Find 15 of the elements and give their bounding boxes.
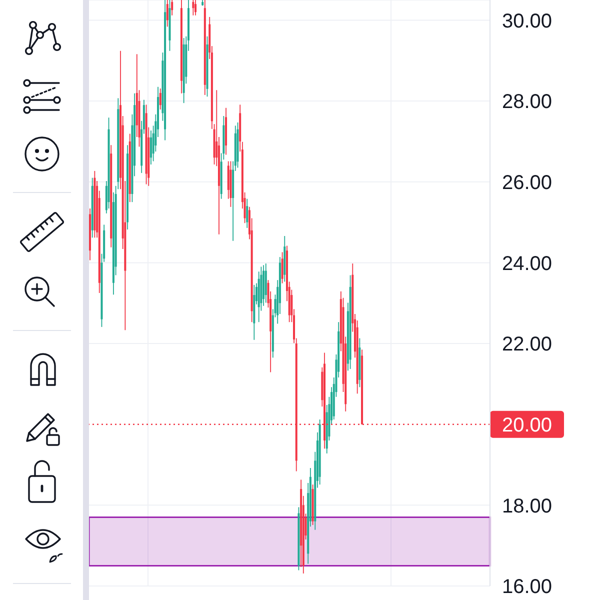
y-tick-label: 22.00 (502, 334, 552, 356)
y-tick-label: 26.00 (502, 172, 552, 194)
candlestick (246, 198, 248, 228)
candlestick (192, 0, 194, 16)
candlestick (159, 88, 162, 110)
candlestick (281, 252, 284, 284)
candlestick (194, 0, 197, 16)
y-tick-label: 18.00 (502, 495, 552, 518)
y-tick-label: 28.00 (502, 91, 552, 114)
candlestick (171, 0, 174, 16)
candlestick (166, 0, 168, 28)
y-tick-label: 30.00 (502, 10, 552, 32)
y-tick-label: 24.00 (502, 252, 552, 275)
y-tick-label: 16.00 (502, 576, 552, 598)
ref-line-label: 20.00 (502, 414, 552, 437)
